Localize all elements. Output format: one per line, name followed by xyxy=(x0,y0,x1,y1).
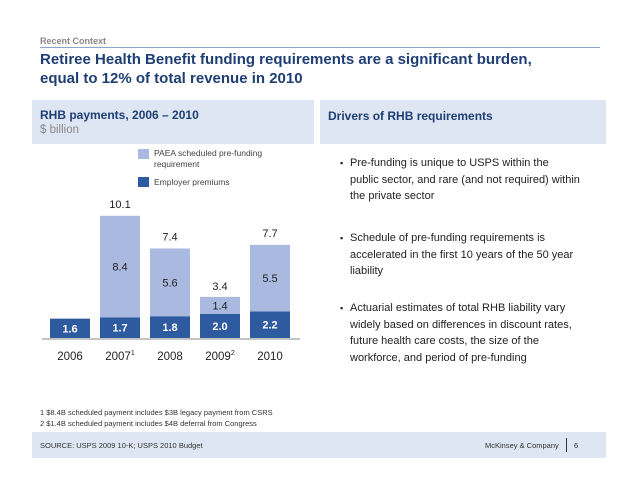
bar-employer-2010 xyxy=(250,311,290,338)
page-title-line-1: Retiree Health Benefit funding requireme… xyxy=(40,51,532,68)
footer-bar xyxy=(32,432,606,458)
title-divider xyxy=(40,47,600,48)
page-title-line-2: equal to 12% of total revenue in 2010 xyxy=(40,70,303,87)
driver-bullet-3: ▪ Actuarial estimates of total RHB liabi… xyxy=(340,300,580,366)
x-tick-2010: 2010 xyxy=(257,351,283,363)
bullet-square-icon: ▪ xyxy=(340,233,344,243)
section-context-label: Recent Context xyxy=(40,36,107,46)
bar-total-2008: 7.4 xyxy=(162,231,177,243)
bar-label-employer-2006: 1.6 xyxy=(62,323,77,335)
x-tick-2009: 20092 xyxy=(205,350,235,363)
bar-label-employer-2010: 2.2 xyxy=(262,320,277,332)
legend-label-employer: Employer premiums xyxy=(154,177,230,187)
chart-panel-unit: $ billion xyxy=(40,124,79,136)
footnote-2: 2 $1.4B scheduled payment includes $4B d… xyxy=(40,419,257,428)
bar-employer-2006 xyxy=(50,318,90,338)
drivers-panel-header: Drivers of RHB requirements xyxy=(320,100,606,144)
bar-label-prefunding-2009: 1.4 xyxy=(212,300,227,312)
page-number: 6 xyxy=(574,441,579,450)
bullet-square-icon: ▪ xyxy=(340,158,344,168)
bar-label-employer-2008: 1.8 xyxy=(162,322,177,334)
bar-prefunding-2007 xyxy=(100,215,140,318)
page-title: Retiree Health Benefit funding requireme… xyxy=(40,50,610,88)
driver-bullet-2: ▪ Schedule of pre-funding requirements i… xyxy=(340,230,580,280)
legend-label-prefunding-line-1: PAEA scheduled pre-funding xyxy=(154,148,263,158)
x-tick-2006: 2006 xyxy=(57,351,83,363)
bar-total-2010: 7.7 xyxy=(262,228,277,240)
drivers-panel-title: Drivers of RHB requirements xyxy=(328,109,493,123)
legend-label-prefunding: PAEA scheduled pre-funding requirement xyxy=(154,148,262,170)
footnote-1: 1 $8.4B scheduled payment includes $3B l… xyxy=(40,408,273,417)
bar-employer-2009 xyxy=(200,313,240,338)
chart-panel-title: RHB payments, 2006 – 2010 xyxy=(40,108,199,122)
driver-bullet-1-text: Pre-funding is unique to USPS within the… xyxy=(350,157,580,202)
legend-swatch-employer xyxy=(138,177,149,187)
bar-total-2009: 3.4 xyxy=(212,281,227,293)
legend-label-prefunding-line-2: requirement xyxy=(154,159,200,169)
bar-total-2007: 10.1 xyxy=(109,199,130,211)
page-separator xyxy=(566,438,567,452)
x-tick-2007: 20071 xyxy=(105,350,135,363)
bullet-square-icon: ▪ xyxy=(340,303,344,313)
chart-panel-header: RHB payments, 2006 – 2010 $ billion xyxy=(32,100,314,144)
driver-bullet-1: ▪ Pre-funding is unique to USPS within t… xyxy=(340,155,580,205)
bar-label-prefunding-2010: 5.5 xyxy=(262,273,277,285)
bar-employer-2008 xyxy=(150,316,190,338)
driver-bullet-2-text: Schedule of pre-funding requirements is … xyxy=(350,232,574,277)
bar-label-employer-2009: 2.0 xyxy=(212,321,227,333)
brand-name: McKinsey & Company xyxy=(485,441,559,450)
x-tick-2008: 2008 xyxy=(157,351,183,363)
bar-label-prefunding-2007: 8.4 xyxy=(112,262,127,274)
bar-employer-2007 xyxy=(100,317,140,338)
source-note: SOURCE: USPS 2009 10-K; USPS 2010 Budget xyxy=(40,441,203,450)
bar-prefunding-2010 xyxy=(250,244,290,312)
bar-label-prefunding-2008: 5.6 xyxy=(162,277,177,289)
legend-swatch-prefunding xyxy=(138,149,149,159)
bar-prefunding-2008 xyxy=(150,248,190,317)
driver-bullet-3-text: Actuarial estimates of total RHB liabili… xyxy=(350,302,572,364)
bar-prefunding-2009 xyxy=(200,296,240,314)
bar-label-employer-2007: 1.7 xyxy=(112,323,127,335)
